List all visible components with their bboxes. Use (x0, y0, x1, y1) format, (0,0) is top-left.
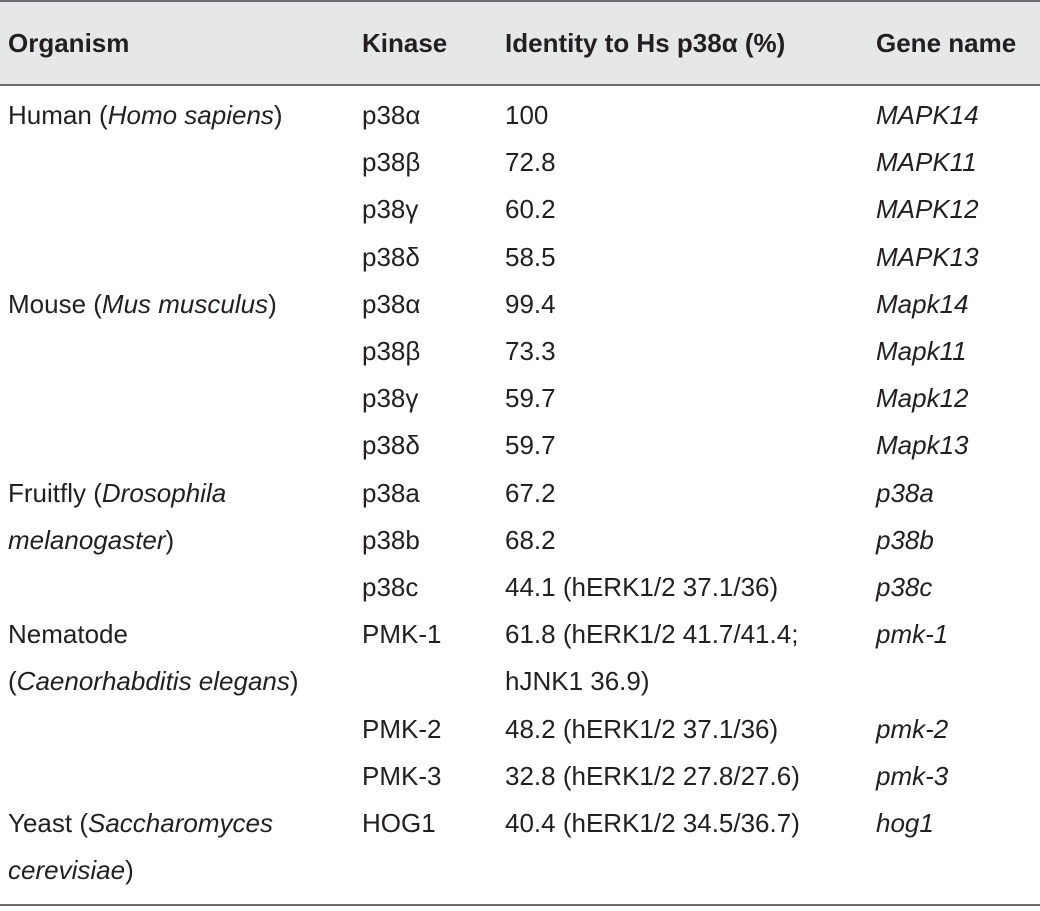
cell-identity: 44.1 (hERK1/2 37.1/36) (505, 572, 779, 602)
organism-species: cerevisiae (8, 855, 126, 886)
organism-text: ) (268, 288, 277, 319)
cell-identity: 99.4 (505, 288, 556, 319)
header-identity: Identity to Hs p38α (%) (505, 28, 786, 58)
organism-text: Mouse ( (8, 288, 102, 319)
organism-text: ) (289, 666, 299, 697)
cell-identity: 32.8 (hERK1/2 27.8/27.6) (505, 760, 800, 791)
cell-gene-name: Mapk12 (876, 383, 969, 414)
cell-identity: 59.7 (505, 383, 556, 414)
cell-identity: 48.2 (hERK1/2 37.1/36) (505, 713, 779, 744)
cell-organism: (Caenorhabditis elegans) (8, 658, 299, 705)
cell-kinase: p38β (362, 336, 421, 366)
bottom-rule (0, 904, 1040, 906)
cell-gene-name: MAPK11 (876, 147, 977, 178)
cell-organism: Human (Homo sapiens) (8, 92, 283, 139)
cell-organism: melanogaster) (8, 517, 174, 564)
organism-species: Drosophila (101, 477, 227, 508)
table-body: Human (Homo sapiens) p38α 100 MAPK14 p38β 72.… (0, 86, 1040, 894)
cell-organism: Yeast (Saccharomyces (8, 800, 273, 847)
organism-text: Nematode (8, 619, 128, 650)
cell-kinase: p38δ (362, 241, 420, 272)
cell-kinase: p38γ (362, 383, 419, 414)
cell-organism: Mouse (Mus musculus) (8, 281, 277, 328)
cell-gene-name: p38a (876, 477, 934, 508)
cell-kinase: p38β (362, 147, 421, 178)
header-gene-name: Gene name (876, 28, 1017, 58)
cell-gene-name: MAPK14 (876, 100, 979, 130)
cell-gene-name: MAPK12 (876, 194, 979, 225)
cell-kinase: PMK-1 (362, 619, 442, 650)
organism-text: ) (165, 524, 175, 555)
cell-kinase: p38δ (362, 430, 420, 461)
cell-identity: 72.8 (505, 147, 556, 178)
cell-kinase: p38b (362, 524, 420, 555)
cell-gene-name: MAPK13 (876, 241, 979, 272)
organism-species: Homo sapiens (107, 100, 274, 130)
cell-kinase: p38c (362, 572, 419, 602)
organism-species: Saccharomyces (87, 808, 273, 838)
cell-gene-name: pmk-1 (876, 619, 949, 650)
cell-gene-name: p38b (876, 524, 934, 555)
organism-species: melanogaster (8, 524, 166, 555)
header-kinase: Kinase (362, 28, 448, 58)
cell-identity: 68.2 (505, 524, 556, 555)
top-rule (0, 0, 1040, 2)
cell-kinase: PMK-2 (362, 713, 442, 744)
cell-identity: 61.8 (hERK1/2 41.7/41.4; (505, 619, 799, 650)
cell-gene-name: p38c (876, 572, 933, 602)
cell-kinase: PMK-3 (362, 760, 442, 791)
cell-gene-name: Mapk11 (876, 336, 967, 366)
cell-gene-name: hog1 (876, 808, 934, 838)
organism-species: Caenorhabditis elegans (16, 666, 290, 697)
cell-kinase: p38a (362, 477, 420, 508)
cell-gene-name: pmk-2 (876, 713, 949, 744)
cell-identity: 40.4 (hERK1/2 34.5/36.7) (505, 808, 800, 838)
header-rule (0, 84, 1040, 86)
cell-kinase: p38α (362, 100, 421, 130)
organism-text: Fruitfly ( (8, 477, 102, 508)
cell-identity: hJNK1 36.9) (505, 666, 650, 697)
organism-species: Mus musculus (101, 288, 269, 319)
organism-text: ( (8, 666, 17, 697)
header-organism: Organism (8, 28, 130, 58)
organism-text: Yeast ( (8, 808, 88, 838)
cell-identity: 67.2 (505, 477, 556, 508)
organism-text: ) (125, 855, 134, 886)
cell-identity: 100 (505, 100, 549, 130)
cell-identity: 73.3 (505, 336, 556, 366)
cell-organism: Fruitfly (Drosophila (8, 470, 226, 517)
cell-kinase: HOG1 (362, 808, 436, 838)
cell-identity: 58.5 (505, 241, 556, 272)
cell-gene-name: Mapk14 (876, 288, 969, 319)
cell-gene-name: pmk-3 (876, 760, 949, 791)
cell-organism: Nematode (8, 611, 128, 658)
cell-identity: 60.2 (505, 194, 556, 225)
cell-kinase: p38γ (362, 194, 419, 225)
cell-identity: 59.7 (505, 430, 556, 461)
cell-gene-name: Mapk13 (876, 430, 969, 461)
cell-organism: cerevisiae) (8, 847, 134, 894)
organism-text: ) (273, 100, 283, 130)
cell-kinase: p38α (362, 288, 421, 319)
organism-text: Human ( (8, 100, 108, 130)
table-header: Organism Kinase Identity to Hs p38α (%) … (0, 2, 1040, 84)
